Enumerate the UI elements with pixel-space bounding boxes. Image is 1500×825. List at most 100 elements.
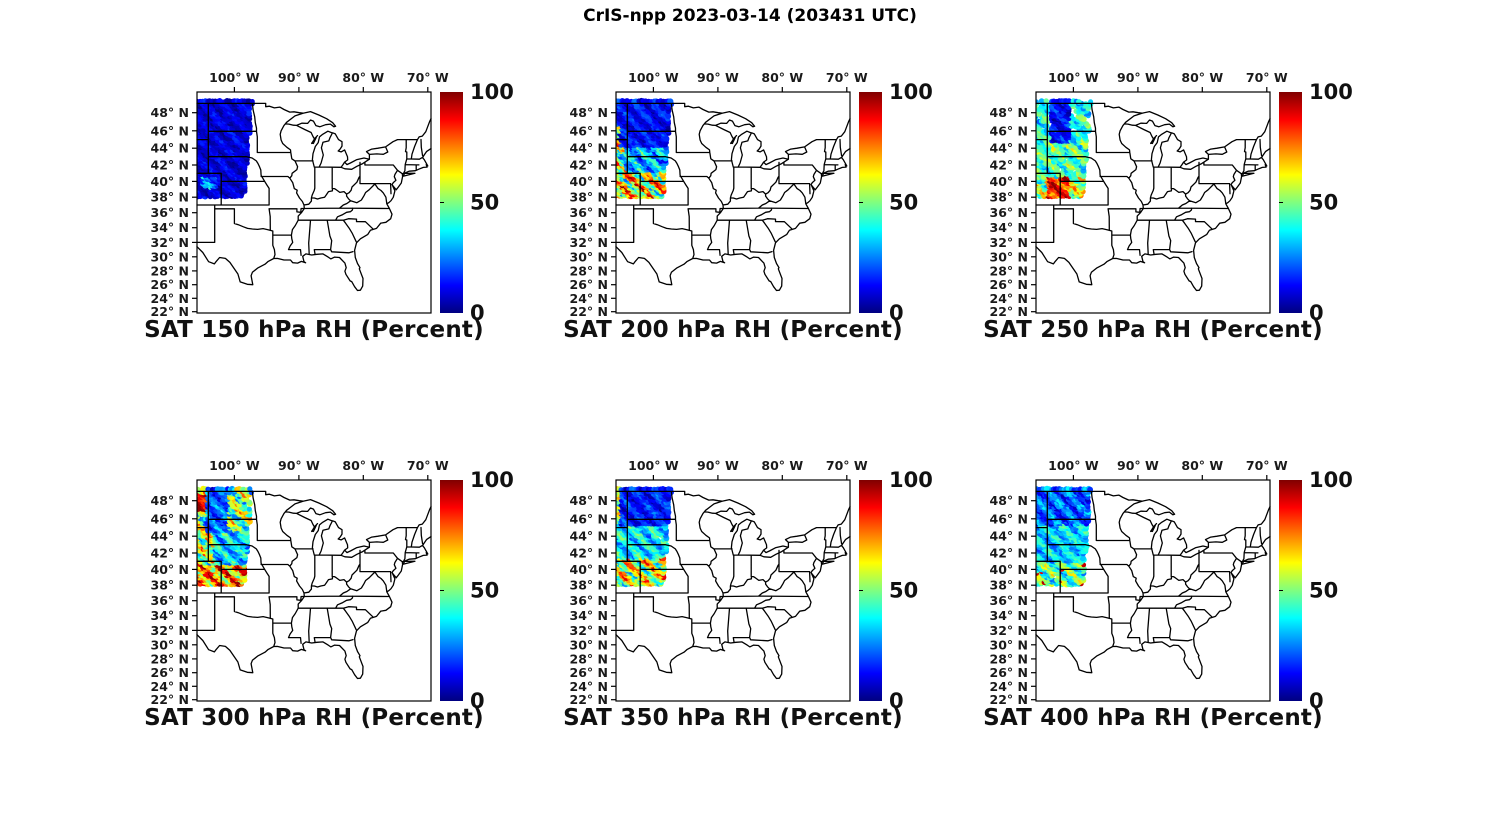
svg-text:90° W: 90° W bbox=[278, 458, 320, 473]
svg-text:30° N: 30° N bbox=[151, 637, 189, 652]
panel-title-300hpa: SAT 300 hPa RH (Percent) bbox=[144, 705, 484, 731]
svg-text:50: 50 bbox=[889, 191, 918, 215]
svg-text:50: 50 bbox=[470, 579, 499, 603]
svg-text:50: 50 bbox=[1309, 191, 1338, 215]
svg-text:46° N: 46° N bbox=[990, 123, 1028, 138]
svg-text:40° N: 40° N bbox=[151, 174, 189, 189]
svg-text:26° N: 26° N bbox=[570, 665, 608, 680]
svg-text:36° N: 36° N bbox=[570, 205, 608, 220]
svg-text:30° N: 30° N bbox=[570, 637, 608, 652]
svg-text:28° N: 28° N bbox=[570, 651, 608, 666]
svg-text:46° N: 46° N bbox=[570, 511, 608, 526]
svg-text:0: 0 bbox=[470, 689, 485, 713]
svg-text:24° N: 24° N bbox=[990, 291, 1028, 306]
svg-text:22° N: 22° N bbox=[570, 692, 608, 707]
svg-text:38° N: 38° N bbox=[570, 578, 608, 593]
svg-text:46° N: 46° N bbox=[151, 123, 189, 138]
svg-text:0: 0 bbox=[889, 301, 904, 325]
svg-text:28° N: 28° N bbox=[151, 263, 189, 278]
svg-text:100: 100 bbox=[470, 80, 514, 104]
svg-text:42° N: 42° N bbox=[570, 546, 608, 561]
svg-text:42° N: 42° N bbox=[990, 158, 1028, 173]
svg-text:32° N: 32° N bbox=[151, 235, 189, 250]
panel-sat-300hpa: 100° W 90° W 80° W 70° W 48° N 46° N 44° N 42° … bbox=[139, 456, 514, 746]
svg-text:30° N: 30° N bbox=[151, 249, 189, 264]
svg-text:100° W: 100° W bbox=[1048, 70, 1099, 85]
svg-text:42° N: 42° N bbox=[570, 158, 608, 173]
map-plot-200hpa: 100° W 90° W 80° W 70° W 48° N 46° N 44° N 42° … bbox=[570, 70, 933, 325]
svg-text:34° N: 34° N bbox=[570, 608, 608, 623]
svg-text:44° N: 44° N bbox=[570, 141, 608, 156]
svg-text:36° N: 36° N bbox=[151, 593, 189, 608]
svg-text:50: 50 bbox=[470, 191, 499, 215]
svg-text:34° N: 34° N bbox=[570, 220, 608, 235]
svg-text:80° W: 80° W bbox=[342, 70, 384, 85]
svg-text:44° N: 44° N bbox=[990, 141, 1028, 156]
svg-text:0: 0 bbox=[1309, 301, 1324, 325]
panel-title-200hpa: SAT 200 hPa RH (Percent) bbox=[563, 317, 903, 343]
svg-text:70° W: 70° W bbox=[826, 458, 868, 473]
svg-text:100° W: 100° W bbox=[209, 458, 260, 473]
svg-text:80° W: 80° W bbox=[342, 458, 384, 473]
panel-title-350hpa: SAT 350 hPa RH (Percent) bbox=[563, 705, 903, 731]
svg-text:46° N: 46° N bbox=[151, 511, 189, 526]
svg-text:44° N: 44° N bbox=[570, 529, 608, 544]
svg-text:100: 100 bbox=[889, 80, 933, 104]
map-plot-150hpa: 100° W 90° W 80° W 70° W 48° N 46° N 44° N 42° … bbox=[151, 70, 514, 325]
svg-text:36° N: 36° N bbox=[990, 205, 1028, 220]
svg-text:24° N: 24° N bbox=[570, 679, 608, 694]
svg-text:100° W: 100° W bbox=[628, 70, 679, 85]
svg-text:26° N: 26° N bbox=[151, 277, 189, 292]
svg-text:100° W: 100° W bbox=[209, 70, 260, 85]
svg-text:38° N: 38° N bbox=[570, 190, 608, 205]
svg-text:26° N: 26° N bbox=[151, 665, 189, 680]
map-plot-350hpa: 100° W 90° W 80° W 70° W 48° N 46° N 44° N 42° … bbox=[570, 458, 933, 713]
svg-text:44° N: 44° N bbox=[151, 141, 189, 156]
svg-text:80° W: 80° W bbox=[761, 458, 803, 473]
figure-title: CrIS-npp 2023-03-14 (203431 UTC) bbox=[583, 6, 917, 26]
svg-text:40° N: 40° N bbox=[990, 174, 1028, 189]
panel-sat-400hpa: 100° W 90° W 80° W 70° W 48° N 46° N 44° N 42° … bbox=[978, 456, 1353, 746]
svg-text:40° N: 40° N bbox=[570, 562, 608, 577]
svg-text:24° N: 24° N bbox=[151, 291, 189, 306]
svg-text:40° N: 40° N bbox=[151, 562, 189, 577]
svg-text:48° N: 48° N bbox=[990, 105, 1028, 120]
panel-title-400hpa: SAT 400 hPa RH (Percent) bbox=[983, 705, 1323, 731]
svg-text:100: 100 bbox=[470, 468, 514, 492]
panel-sat-350hpa: 100° W 90° W 80° W 70° W 48° N 46° N 44° N 42° … bbox=[558, 456, 933, 746]
svg-text:50: 50 bbox=[889, 579, 918, 603]
svg-text:30° N: 30° N bbox=[990, 249, 1028, 264]
svg-text:34° N: 34° N bbox=[990, 220, 1028, 235]
svg-text:48° N: 48° N bbox=[151, 105, 189, 120]
svg-text:34° N: 34° N bbox=[151, 608, 189, 623]
svg-text:22° N: 22° N bbox=[570, 304, 608, 319]
svg-text:36° N: 36° N bbox=[570, 593, 608, 608]
svg-text:22° N: 22° N bbox=[151, 304, 189, 319]
svg-text:28° N: 28° N bbox=[990, 263, 1028, 278]
map-plot-250hpa: 100° W 90° W 80° W 70° W 48° N 46° N 44° N 42° … bbox=[990, 70, 1353, 325]
svg-text:26° N: 26° N bbox=[570, 277, 608, 292]
svg-text:90° W: 90° W bbox=[278, 70, 320, 85]
svg-text:80° W: 80° W bbox=[1181, 70, 1223, 85]
svg-text:38° N: 38° N bbox=[151, 578, 189, 593]
svg-text:22° N: 22° N bbox=[990, 304, 1028, 319]
svg-text:30° N: 30° N bbox=[570, 249, 608, 264]
svg-text:42° N: 42° N bbox=[151, 546, 189, 561]
svg-text:0: 0 bbox=[470, 301, 485, 325]
panel-title-250hpa: SAT 250 hPa RH (Percent) bbox=[983, 317, 1323, 343]
panel-sat-150hpa: 100° W 90° W 80° W 70° W 48° N 46° N 44° N 42° … bbox=[139, 68, 514, 358]
svg-text:100: 100 bbox=[889, 468, 933, 492]
svg-text:26° N: 26° N bbox=[990, 277, 1028, 292]
svg-text:22° N: 22° N bbox=[151, 692, 189, 707]
svg-text:48° N: 48° N bbox=[151, 493, 189, 508]
svg-text:90° W: 90° W bbox=[1117, 70, 1159, 85]
svg-text:48° N: 48° N bbox=[570, 105, 608, 120]
svg-text:70° W: 70° W bbox=[826, 70, 868, 85]
svg-text:46° N: 46° N bbox=[570, 123, 608, 138]
svg-text:24° N: 24° N bbox=[570, 291, 608, 306]
panel-sat-200hpa: 100° W 90° W 80° W 70° W 48° N 46° N 44° N 42° … bbox=[558, 68, 933, 358]
svg-text:70° W: 70° W bbox=[1246, 70, 1288, 85]
svg-text:100: 100 bbox=[1309, 80, 1353, 104]
svg-text:0: 0 bbox=[889, 689, 904, 713]
svg-text:24° N: 24° N bbox=[151, 679, 189, 694]
